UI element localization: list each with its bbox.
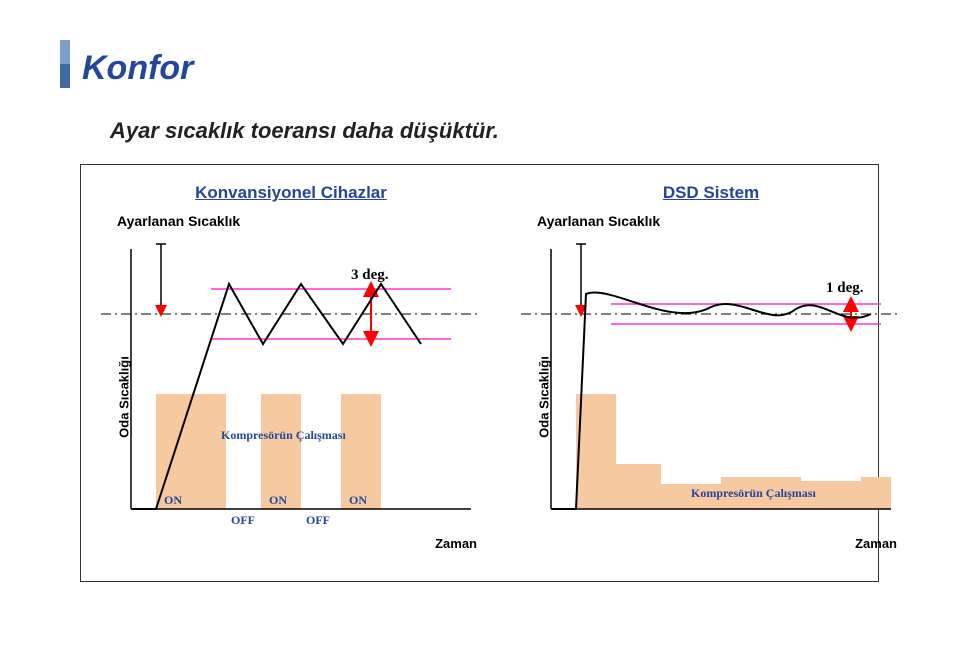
svg-text:OFF: OFF xyxy=(231,513,255,527)
right-panel: DSD Sistem Ayarlanan Sıcaklık Oda Sıcakl… xyxy=(521,183,901,551)
left-y-axis-label: Oda Sıcaklığı xyxy=(116,356,131,438)
chart-container: Konvansiyonel Cihazlar Ayarlanan Sıcaklı… xyxy=(80,164,879,582)
svg-text:OFF: OFF xyxy=(306,513,330,527)
svg-text:ON: ON xyxy=(269,493,287,507)
left-panel: Konvansiyonel Cihazlar Ayarlanan Sıcaklı… xyxy=(101,183,481,551)
svg-text:3 deg.: 3 deg. xyxy=(351,267,389,283)
page-subtitle: Ayar sıcaklık toeransı daha düşüktür. xyxy=(110,118,899,144)
left-x-axis-label: Zaman xyxy=(101,536,481,551)
left-panel-title: Konvansiyonel Cihazlar xyxy=(101,183,481,203)
accent-bar xyxy=(60,40,70,88)
svg-text:1 deg.: 1 deg. xyxy=(826,280,864,296)
right-chart: 1 deg. Kompresörün Çalışması xyxy=(521,229,901,529)
right-panel-title: DSD Sistem xyxy=(521,183,901,203)
svg-text:ON: ON xyxy=(349,493,367,507)
right-y-axis-label: Oda Sıcaklığı xyxy=(536,356,551,438)
svg-text:Kompresörün Çalışması: Kompresörün Çalışması xyxy=(221,428,346,442)
left-set-label: Ayarlanan Sıcaklık xyxy=(117,213,481,229)
right-x-axis-label: Zaman xyxy=(521,536,901,551)
left-chart: 3 deg. Kompresörün Çalışması ON ON ON OFF OFF xyxy=(101,229,481,529)
svg-text:ON: ON xyxy=(164,493,182,507)
accent-bot xyxy=(60,64,70,88)
page-title: Konfor xyxy=(82,49,193,88)
accent-top xyxy=(60,40,70,64)
right-set-label: Ayarlanan Sıcaklık xyxy=(537,213,901,229)
svg-text:Kompresörün Çalışması: Kompresörün Çalışması xyxy=(691,486,816,500)
